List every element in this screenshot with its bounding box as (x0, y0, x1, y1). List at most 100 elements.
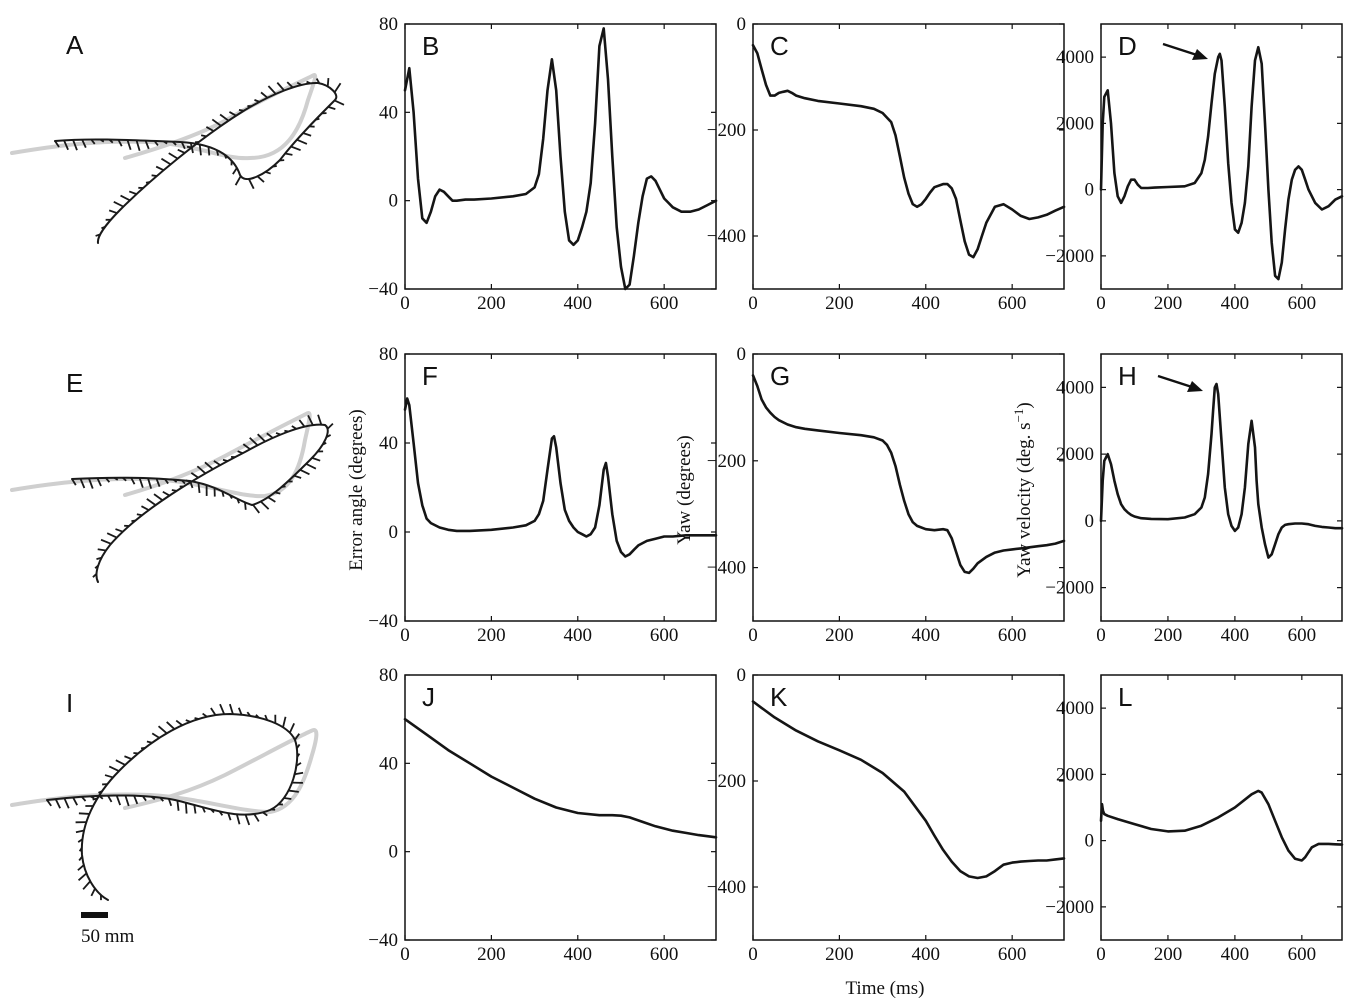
y-tick-label: 0 (1085, 831, 1095, 852)
heading-marker (78, 855, 83, 861)
heading-marker (333, 82, 342, 93)
y-axis-label-error-angle: Error angle (degrees) (346, 409, 367, 570)
panel-label-h: H (1118, 361, 1137, 391)
y-tick-label: 80 (379, 14, 398, 35)
heading-marker (294, 733, 301, 741)
plot-frame-b (404, 23, 717, 290)
x-tick-label: 0 (1096, 625, 1106, 646)
heading-marker (315, 78, 321, 84)
heading-marker (92, 797, 98, 801)
heading-marker (138, 477, 144, 488)
heading-marker (141, 505, 150, 511)
x-tick-label: 400 (564, 293, 593, 314)
heading-marker (213, 460, 221, 466)
panel-label-f: F (422, 361, 438, 391)
heading-marker (160, 157, 172, 166)
heading-marker (254, 99, 260, 103)
y-tick-label: −40 (368, 611, 398, 632)
heading-marker (98, 790, 103, 794)
heading-marker (168, 152, 179, 160)
heading-marker (210, 707, 217, 716)
heading-marker (63, 797, 70, 809)
y-tick-label: 4000 (1056, 698, 1094, 719)
panel-label-k: K (770, 682, 788, 712)
heading-marker (274, 491, 281, 495)
heading-marker (296, 753, 301, 758)
trajectory-panel-e: E (10, 368, 334, 583)
chart-panel-k: 0 200 400 600 −400 −200 0 K (707, 665, 1066, 965)
y-tick-label: 4000 (1056, 377, 1094, 398)
heading-marker (193, 804, 197, 814)
x-tick-label: 600 (1288, 944, 1317, 965)
y-tick-label: 0 (389, 522, 399, 543)
heading-marker (211, 118, 222, 127)
heading-marker (262, 811, 268, 817)
arrow-d (1162, 42, 1208, 60)
y-tick-label: 0 (737, 665, 747, 686)
heading-marker (135, 140, 141, 152)
x-tick-label: 200 (1154, 625, 1183, 646)
y-axis-label-yaw-velocity: Yaw velocity (deg. s−1) (1011, 402, 1035, 578)
heading-marker (115, 759, 126, 766)
heading-marker (71, 478, 77, 486)
x-tick-label: 0 (748, 293, 758, 314)
heading-marker (296, 743, 301, 749)
heading-marker (290, 145, 301, 152)
heading-marker (79, 478, 86, 489)
heading-marker (260, 500, 270, 510)
heading-marker (295, 762, 302, 767)
heading-marker (249, 437, 259, 446)
heading-marker (200, 134, 207, 138)
heading-marker (92, 573, 98, 578)
heading-marker (232, 167, 238, 175)
heading-marker (104, 774, 114, 779)
heading-marker (294, 771, 304, 776)
heading-marker (256, 175, 265, 183)
heading-marker (181, 479, 186, 485)
heading-marker (248, 178, 255, 190)
heading-marker (113, 200, 124, 208)
heading-marker (229, 703, 234, 715)
x-tick-label: 200 (825, 293, 854, 314)
heading-marker (72, 139, 78, 151)
heading-marker (299, 469, 310, 476)
x-tick-label: 0 (400, 293, 410, 314)
heading-marker (157, 725, 168, 734)
y-tick-label: 2000 (1056, 764, 1094, 785)
data-line-j (403, 717, 718, 839)
heading-marker (77, 872, 88, 882)
y-tick-label: −200 (707, 771, 746, 792)
x-tick-label: 0 (400, 625, 410, 646)
panel-label-a: A (66, 30, 84, 60)
heading-marker (325, 434, 332, 438)
heading-marker (115, 528, 124, 533)
heading-marker (252, 504, 260, 514)
y-tick-label: 0 (1085, 511, 1095, 532)
heading-marker (113, 476, 119, 481)
heading-marker (176, 800, 180, 811)
data-line-b (403, 27, 718, 291)
heading-marker (100, 538, 112, 545)
plot-frame-l (1100, 674, 1343, 941)
heading-marker (54, 798, 61, 809)
x-tick-label: 600 (650, 293, 679, 314)
heading-marker (153, 140, 159, 147)
heading-marker (72, 797, 78, 806)
y-tick-label: −200 (707, 120, 746, 141)
heading-marker (276, 82, 285, 92)
heading-marker (128, 190, 137, 195)
heading-marker (253, 813, 260, 822)
heading-marker (46, 799, 52, 807)
heading-marker (194, 717, 199, 720)
chart-panel-d: 0 200 400 600 −2000 0 2000 4000 D (1045, 23, 1344, 314)
chart-panel-c: 0 200 400 600 −400 −200 0 C (707, 14, 1066, 314)
y-tick-label: −40 (368, 279, 398, 300)
heading-marker (228, 111, 237, 117)
heading-marker (267, 496, 276, 503)
y-tick-label: −400 (707, 226, 746, 247)
heading-marker (177, 148, 186, 154)
panel-label-d: D (1118, 31, 1137, 61)
